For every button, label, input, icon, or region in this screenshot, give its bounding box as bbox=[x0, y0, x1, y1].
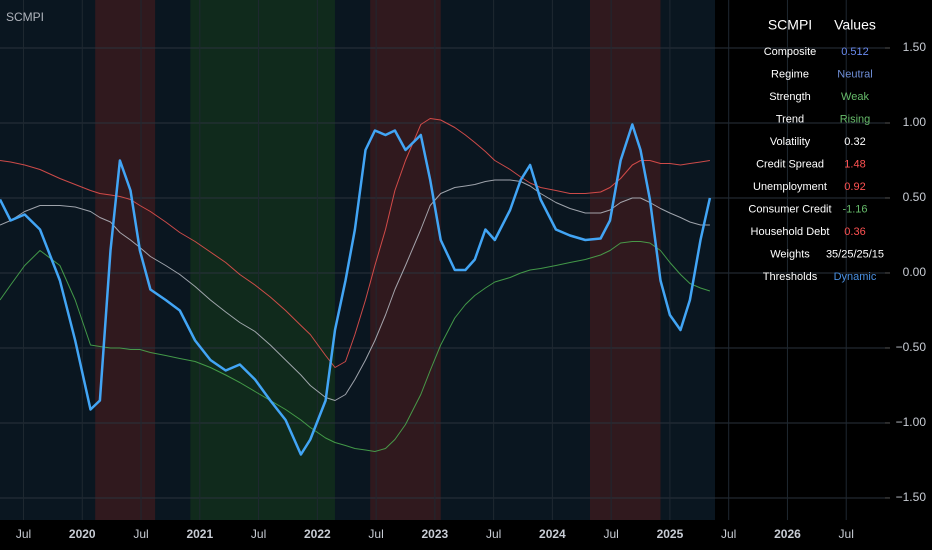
table-label: Regime bbox=[771, 68, 809, 80]
table-label: Composite bbox=[764, 46, 817, 58]
table: SCMPI Values Composite 0.512 Regime Neutral St… bbox=[748, 17, 884, 283]
table-value: 0.32 bbox=[844, 136, 865, 148]
table-label: Consumer Credit bbox=[748, 203, 831, 215]
x-tick-label: 2026 bbox=[774, 527, 801, 541]
regime-shading bbox=[190, 0, 335, 520]
series-line bbox=[0, 123, 712, 456]
series-line bbox=[0, 118, 710, 368]
table-value: 1.48 bbox=[844, 158, 865, 170]
table-value: Rising bbox=[840, 113, 871, 125]
x-tick-label: 2020 bbox=[69, 527, 96, 541]
x-tick-label: 2025 bbox=[657, 527, 684, 541]
table-label: Unemployment bbox=[753, 181, 827, 193]
shading-layer bbox=[95, 0, 661, 520]
regime-shading bbox=[590, 0, 661, 520]
x-tick-label: 2023 bbox=[422, 527, 449, 541]
lines-layer bbox=[0, 118, 712, 456]
table-label: Strength bbox=[769, 91, 811, 103]
table-header: Values bbox=[834, 17, 876, 33]
table-header: SCMPI bbox=[768, 17, 812, 33]
x-tick-label: 2024 bbox=[539, 527, 566, 541]
table-value: -1.16 bbox=[842, 203, 867, 215]
table-value: Dynamic bbox=[834, 271, 877, 283]
table-value: 0.92 bbox=[844, 181, 865, 193]
x-tick-label: Jul bbox=[133, 527, 148, 541]
table-label: Household Debt bbox=[751, 226, 830, 238]
x-tick-label: Jul bbox=[368, 527, 383, 541]
grid-layer bbox=[0, 0, 885, 520]
regime-shading bbox=[95, 0, 156, 520]
y-tick-label: −1.50 bbox=[896, 490, 927, 504]
x-tick-label: Jul bbox=[486, 527, 501, 541]
y-tick-label: −1.00 bbox=[896, 415, 927, 429]
labels-layer: 1.50 1.00 0.50 0.00 −0.50 −1.00 −1.50 Jul 2020 Ju… bbox=[16, 40, 926, 541]
y-tick-label: 0.50 bbox=[903, 190, 927, 204]
regime-shading bbox=[370, 0, 441, 520]
table-label: Weights bbox=[770, 248, 810, 260]
x-tick-label: Jul bbox=[603, 527, 618, 541]
series-line bbox=[0, 241, 711, 452]
table-label: Thresholds bbox=[763, 271, 818, 283]
y-tick-label: 0.00 bbox=[903, 265, 927, 279]
x-tick-label: Jul bbox=[721, 527, 736, 541]
x-tick-label: 2022 bbox=[304, 527, 331, 541]
table-value: Weak bbox=[841, 91, 869, 103]
table-label: Trend bbox=[776, 113, 804, 125]
table-value: 0.512 bbox=[841, 46, 869, 58]
x-tick-label: Jul bbox=[251, 527, 266, 541]
table-label: Volatility bbox=[770, 136, 811, 148]
table-value: 35/25/25/15 bbox=[826, 248, 884, 260]
table-label: Credit Spread bbox=[756, 158, 824, 170]
chart-title: SCMPI bbox=[6, 10, 44, 24]
x-tick-label: Jul bbox=[839, 527, 854, 541]
x-tick-label: 2021 bbox=[186, 527, 213, 541]
y-tick-label: 1.50 bbox=[903, 40, 927, 54]
y-tick-label: 1.00 bbox=[903, 115, 927, 129]
x-tick-label: Jul bbox=[16, 527, 31, 541]
table-value: Neutral bbox=[837, 68, 872, 80]
y-tick-label: −0.50 bbox=[896, 340, 927, 354]
table-value: 0.36 bbox=[844, 226, 865, 238]
